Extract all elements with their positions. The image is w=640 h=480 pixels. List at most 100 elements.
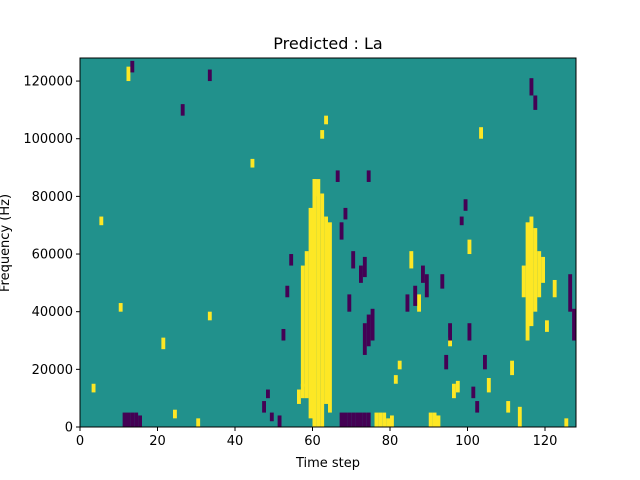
heatmap-cell-low — [471, 386, 476, 399]
heatmap-cell-high — [393, 375, 398, 384]
heatmap-cell-low — [424, 274, 429, 298]
x-tick-label: 120 — [533, 434, 558, 449]
heatmap-cell-high — [479, 127, 483, 139]
heatmap-cell-high — [316, 179, 321, 427]
heatmap-cell-low — [421, 265, 425, 283]
heatmap-cell-low — [355, 412, 359, 427]
heatmap-cell-low — [459, 216, 464, 226]
heatmap-cell-high — [386, 418, 390, 427]
heatmap-cell-low — [529, 78, 534, 96]
heatmap-cell-low — [362, 412, 367, 427]
heatmap-cell-low — [347, 412, 352, 427]
heatmap-cell-low — [440, 274, 445, 289]
heatmap-cell-low — [359, 265, 363, 283]
y-tick-label: 60000 — [32, 248, 73, 263]
heatmap-cell-high — [99, 216, 104, 226]
heatmap-cell-high — [328, 222, 332, 413]
heatmap-cell-low — [366, 412, 371, 427]
heatmap-cell-high — [91, 383, 96, 393]
x-axis: 0 20 40 60 80 100 120 — [76, 427, 558, 449]
heatmap-cell-low — [467, 323, 472, 341]
heatmap-cell-low — [262, 401, 266, 413]
x-tick-label: 0 — [76, 434, 84, 449]
heatmap-cell-low — [444, 354, 449, 370]
heatmap-cell-high — [382, 412, 387, 427]
heatmap-cell-low — [347, 294, 352, 312]
heatmap-cell-high — [397, 360, 402, 370]
heatmap-cell-low — [343, 207, 348, 220]
heatmap-cell-high — [467, 239, 472, 255]
heatmap-cell-high — [517, 406, 522, 427]
chart-title: Predicted : La — [273, 34, 382, 53]
heatmap-cell-high — [312, 179, 317, 427]
heatmap-cell-high — [308, 207, 313, 419]
heatmap-cell-high — [545, 320, 549, 332]
heatmap-cell-high — [390, 415, 394, 427]
heatmap-cell-low — [572, 308, 576, 341]
heatmap-cells — [91, 60, 576, 427]
x-tick-label: 40 — [227, 434, 244, 449]
y-tick-label: 40000 — [32, 305, 73, 320]
heatmap-cell-high — [448, 337, 452, 347]
heatmap-cell-low — [366, 170, 371, 182]
heatmap-cell-low — [463, 199, 468, 211]
heatmap-cell-low — [339, 222, 344, 240]
heatmap-cell-low — [359, 412, 363, 427]
heatmap-cell-high — [374, 412, 379, 427]
heatmap-cell-low — [351, 412, 356, 427]
heatmap-cell-low — [370, 308, 375, 341]
y-tick-label: 100000 — [23, 132, 73, 147]
heatmap-cell-low — [126, 412, 131, 427]
heatmap-cell-low — [335, 170, 340, 182]
heatmap-cell-high — [312, 179, 317, 197]
heatmap-cell-high — [304, 251, 309, 399]
heatmap-cell-low — [289, 254, 294, 266]
heatmap-cell-high — [161, 337, 166, 350]
heatmap-cell-high — [320, 130, 325, 139]
heatmap-cell-high — [428, 412, 433, 427]
heatmap-cell-high — [207, 311, 212, 321]
heatmap-cell-low — [448, 323, 452, 341]
x-axis-label: Time step — [295, 456, 360, 471]
heatmap-cell-high — [320, 193, 325, 427]
heatmap-cell-low — [134, 412, 139, 427]
heatmap-cell-high — [564, 418, 569, 427]
heatmap-cell-high — [297, 389, 301, 404]
heatmap-cell-high — [486, 377, 491, 393]
heatmap-cell-low — [207, 69, 212, 82]
heatmap-cell-high — [510, 360, 514, 376]
heatmap-cell-high — [506, 401, 511, 413]
heatmap-cell-high — [378, 412, 383, 427]
heatmap-cell-high — [436, 415, 441, 427]
heatmap-cell-low — [277, 415, 282, 427]
heatmap-cell-low — [122, 412, 127, 427]
y-axis-label: Frequency (Hz) — [0, 194, 13, 292]
heatmap-cell-low — [130, 60, 135, 73]
x-tick-label: 20 — [149, 434, 166, 449]
heatmap-cell-high — [196, 418, 201, 427]
heatmap-cell-high — [525, 222, 530, 341]
heatmap-cell-high — [173, 409, 177, 419]
heatmap-cell-high — [300, 265, 305, 387]
plot-area — [79, 57, 577, 428]
heatmap-cell-high — [126, 66, 131, 82]
heatmap-cell-low — [180, 104, 185, 116]
heatmap-cell-low — [351, 251, 356, 269]
heatmap-cell-low — [339, 412, 344, 427]
heatmap-cell-low — [362, 256, 367, 278]
y-tick-label: 0 — [65, 421, 73, 436]
heatmap-cell-high — [417, 294, 421, 312]
heatmap-cell-high — [409, 251, 414, 269]
heatmap-cell-low — [281, 328, 286, 341]
heatmap-cell-low — [366, 314, 371, 347]
heatmap-cell-high — [529, 216, 534, 327]
heatmap-cell-high — [537, 251, 542, 298]
heatmap-cell-high — [533, 228, 538, 312]
x-tick-label: 100 — [455, 434, 480, 449]
x-tick-label: 60 — [304, 434, 321, 449]
y-axis: 0 20000 40000 60000 80000 100000 120000 — [23, 75, 80, 436]
heatmap-cell-low — [362, 323, 367, 355]
heatmap-cell-high — [250, 158, 255, 168]
heatmap-cell-high — [300, 383, 305, 399]
